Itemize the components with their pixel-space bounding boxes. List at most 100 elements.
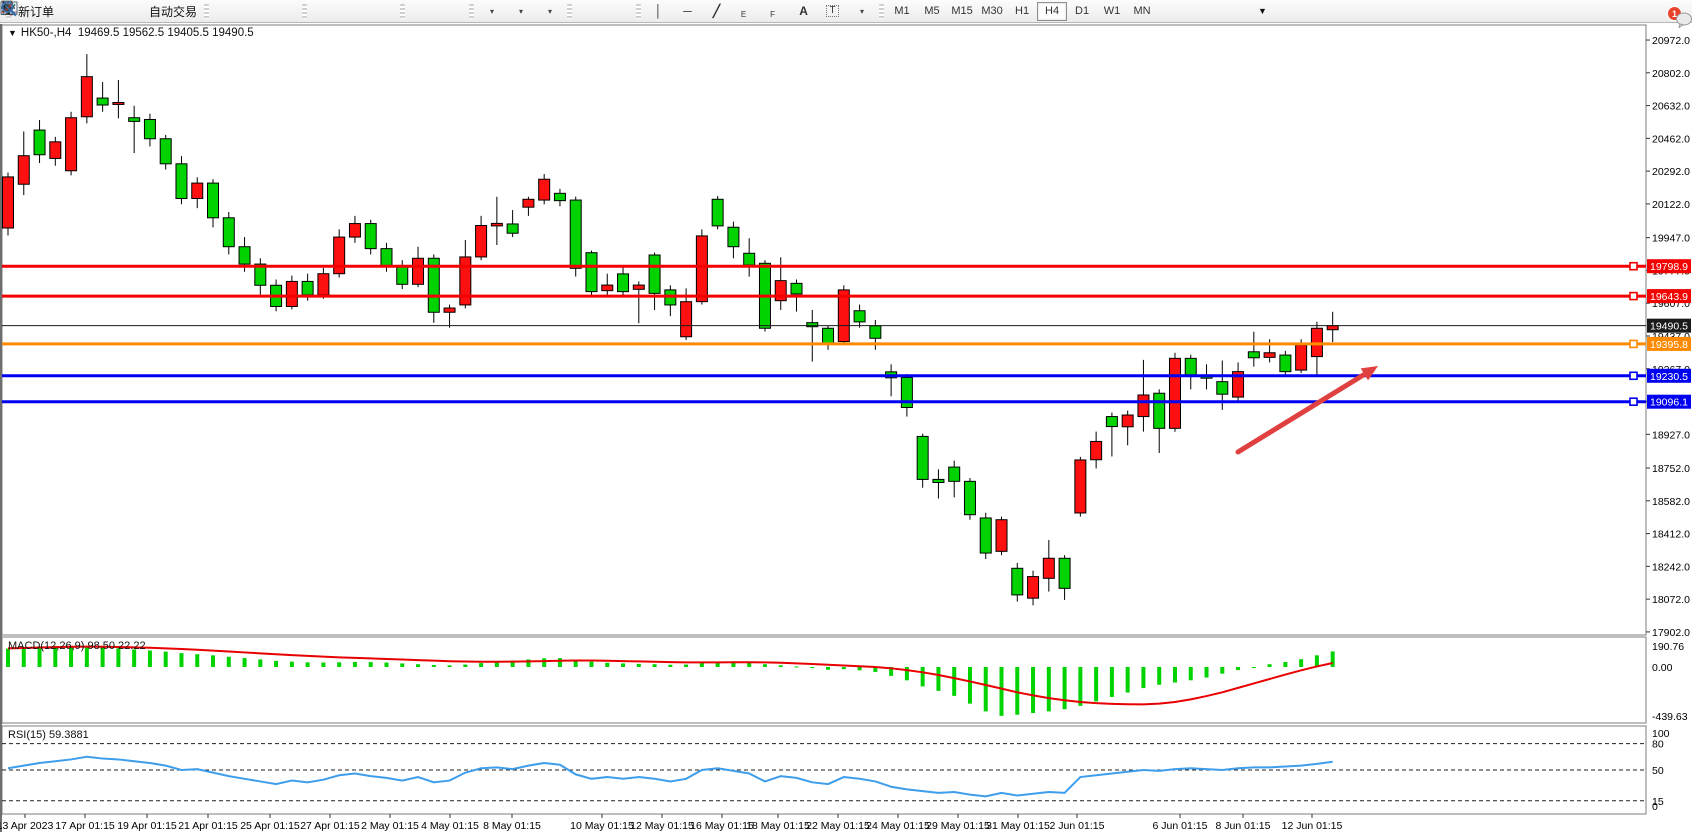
line-handle[interactable] [1629, 261, 1638, 271]
trendline-tool[interactable]: ╱ [702, 1, 731, 22]
time-tick-label[interactable]: 8 Jun 01:15 [1216, 820, 1271, 832]
templates-button[interactable]: ▾ [0, 1, 564, 22]
time-tick-label[interactable]: 8 May 01:15 [483, 820, 541, 832]
tab-timeframe-mn[interactable]: MN [1133, 5, 1151, 17]
price-tick-label: 18752.0 [1652, 463, 1690, 475]
macd-histogram-bar [684, 664, 689, 667]
candle-body [80, 76, 93, 118]
chart-dropdown-icon[interactable]: ▼ [8, 28, 17, 38]
tab-timeframe-w1[interactable]: W1 [1103, 5, 1121, 17]
candle-body [916, 435, 929, 480]
tab-timeframe-m1[interactable]: M1 [894, 5, 910, 17]
price-tick-label: 20462.0 [1652, 133, 1690, 145]
candle-body [1279, 354, 1292, 373]
time-tick-label[interactable]: 16 May 01:15 [690, 820, 754, 832]
time-tick-label[interactable]: 2 Jun 01:15 [1050, 820, 1105, 832]
channel-tag: E [740, 9, 747, 19]
cursor-button[interactable] [3, 1, 604, 22]
price-badge [1647, 368, 1691, 383]
toolbar-grip[interactable] [879, 3, 885, 19]
zoom-out-button[interactable] [1, 1, 368, 22]
candlestick-chart-button[interactable] [1, 1, 270, 22]
horizontal-line-tool[interactable]: ─ [673, 1, 702, 22]
time-tick-label[interactable]: 25 Apr 01:15 [240, 820, 300, 832]
fibonacci-tool[interactable]: F [2, 1, 789, 22]
candle-body [159, 138, 172, 165]
toolbar-grip[interactable] [567, 3, 573, 19]
indicators-button[interactable]: ▾ [1, 1, 506, 22]
macd-histogram-bar [179, 653, 184, 667]
tile-windows-button[interactable] [1, 1, 397, 22]
time-tick-label[interactable]: 31 May 01:15 [986, 820, 1050, 832]
time-tick-label[interactable]: 19 Apr 01:15 [117, 820, 177, 832]
chart-ohlc-values: 19469.5 19562.5 19405.5 19490.5 [77, 27, 254, 39]
macd-histogram-bar [416, 664, 421, 667]
line-handle[interactable] [1629, 397, 1638, 407]
line-chart-button[interactable] [1, 1, 299, 22]
price-badge-label: 19490.5 [1650, 321, 1688, 333]
time-tick-label[interactable]: 22 May 01:15 [806, 820, 870, 832]
crosshair-button[interactable] [1, 1, 633, 22]
main-toolbar: 新订单 自动交易 [0, 0, 1692, 28]
macd-histogram-bar [21, 647, 26, 667]
toolbar-grip[interactable] [469, 3, 475, 19]
toolbar-grip[interactable] [204, 3, 210, 19]
line-handle[interactable] [1629, 291, 1638, 301]
toolbar-grip[interactable] [400, 3, 406, 19]
chart-shift-button[interactable] [1, 1, 466, 22]
macd-histogram-bar [857, 666, 862, 671]
search-icon[interactable] [0, 0, 18, 18]
time-tick-label[interactable]: 12 Jun 01:15 [1282, 820, 1343, 832]
macd-histogram-bar [1188, 666, 1193, 681]
candle-body [175, 163, 188, 200]
periods-button[interactable]: ▾ [1, 1, 535, 22]
line-handle[interactable] [1629, 371, 1638, 381]
tab-timeframe-h4[interactable]: H4 [1037, 1, 1068, 21]
candle-body [1121, 414, 1134, 428]
toolbar-overflow-arrow[interactable]: ▼ [1258, 6, 1267, 16]
candle-body [617, 273, 630, 293]
trend-arrow[interactable] [1235, 371, 1367, 455]
time-tick-label[interactable]: 10 May 01:15 [570, 820, 634, 832]
time-tick-label[interactable]: 18 May 01:15 [746, 820, 810, 832]
arrows-tool[interactable]: ▾ [2, 1, 876, 22]
text-label-icon: T [826, 5, 839, 17]
price-tick-label: 18582.0 [1652, 496, 1690, 508]
signals-button[interactable] [0, 1, 145, 22]
tab-timeframe-m5[interactable]: M5 [924, 5, 940, 17]
toolbar-grip[interactable] [636, 3, 642, 19]
candle-body [900, 376, 913, 409]
equidistant-channel-tool[interactable]: E [1, 1, 760, 22]
time-tick-label[interactable]: 24 May 01:15 [866, 820, 930, 832]
vertical-line-tool[interactable]: │ [644, 1, 673, 22]
price-tick-label: 20632.0 [1652, 101, 1690, 113]
toolbar-grip[interactable] [302, 3, 308, 19]
bar-chart-button[interactable] [1, 1, 241, 22]
time-tick-label[interactable]: 13 Apr 2023 [0, 820, 53, 832]
candle-body [49, 141, 62, 159]
time-tick-label[interactable]: 21 Apr 01:15 [178, 820, 238, 832]
zoom-in-button[interactable] [1, 1, 339, 22]
time-tick-label[interactable]: 17 Apr 01:15 [55, 820, 115, 832]
auto-trading-button[interactable]: 自动交易 [1, 1, 201, 22]
profile-button[interactable] [0, 1, 116, 22]
time-tick-label[interactable]: 6 Jun 01:15 [1153, 820, 1208, 832]
time-tick-label[interactable]: 27 Apr 01:15 [300, 820, 360, 832]
text-label-tool[interactable]: T [818, 1, 847, 22]
candle-body [601, 284, 614, 292]
tab-timeframe-m30[interactable]: M30 [981, 5, 1003, 17]
new-order-button[interactable]: 新订单 [1, 0, 58, 22]
auto-scroll-button[interactable] [1, 1, 437, 22]
line-handle[interactable] [1629, 339, 1638, 349]
time-tick-label[interactable]: 29 May 01:15 [926, 820, 990, 832]
macd-histogram-bar [116, 648, 121, 667]
market-watch-button[interactable] [1, 1, 87, 22]
time-tick-label[interactable]: 4 May 01:15 [421, 820, 479, 832]
tab-timeframe-h1[interactable]: H1 [1015, 5, 1030, 17]
tab-timeframe-d1[interactable]: D1 [1075, 5, 1090, 17]
time-tick-label[interactable]: 12 May 01:15 [630, 820, 694, 832]
time-tick-label[interactable]: 2 May 01:15 [361, 820, 419, 832]
tab-timeframe-m15[interactable]: M15 [951, 5, 973, 17]
text-tool[interactable]: A [789, 1, 818, 22]
